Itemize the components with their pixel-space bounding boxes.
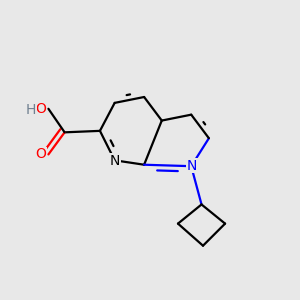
Text: O: O [36,102,46,116]
Text: H: H [26,103,36,117]
Text: N: N [187,159,197,172]
Text: O: O [36,147,46,161]
Text: N: N [110,154,120,168]
